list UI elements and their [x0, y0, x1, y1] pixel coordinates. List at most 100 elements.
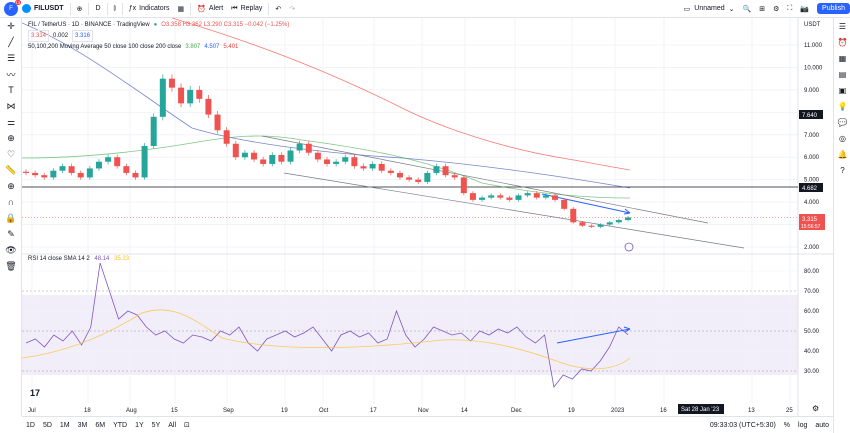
trash-icon[interactable]: 🗑 [5, 260, 17, 271]
trend-arrow-rsi[interactable] [556, 328, 631, 344]
chart-settings-gear-icon[interactable]: ⚙ [812, 404, 819, 413]
price-marker-line: 4.682 [802, 186, 818, 192]
clock-time[interactable]: 09:33:03 (UTC+5:30) [709, 421, 776, 429]
trend-line-icon[interactable]: ╱ [8, 36, 14, 47]
quick-search-icon[interactable]: ⊞ [759, 5, 766, 13]
candle-body [542, 195, 549, 198]
right-sidebar: ☰ ⏰ ▦ ▤ ▣ 💡 💬 ◎ 🔔 ? [833, 18, 850, 433]
range-button[interactable]: 5D [42, 421, 52, 429]
fullscreen-icon[interactable]: ⛶ [787, 4, 793, 12]
candle-body [497, 195, 504, 198]
publish-button[interactable]: Publish [817, 3, 850, 14]
rsi-axis[interactable]: 80.00 70.00 60.00 50.00 40.00 30.00 [804, 269, 820, 375]
candle-body [378, 163, 385, 171]
time-tick-label: 2023 [611, 408, 625, 414]
data-window-icon[interactable]: ▦ [838, 53, 847, 63]
help-icon[interactable]: ? [840, 165, 845, 175]
chat-icon[interactable]: 💬 [837, 117, 848, 127]
indicators-button[interactable]: ƒx Indicators [128, 5, 170, 12]
log-toggle[interactable]: log [798, 421, 808, 429]
spread-value: 0.002 [53, 33, 69, 39]
ask-price[interactable]: 3.316 [72, 30, 94, 42]
redo-icon[interactable]: ↷ [289, 5, 296, 13]
candle-body [552, 195, 559, 200]
watchlist-icon[interactable]: ☰ [838, 21, 847, 31]
time-tick-label: 14 [461, 408, 468, 414]
bid-price[interactable]: 3.314 [28, 30, 50, 42]
time-tick-label: Dec [511, 408, 522, 414]
auto-toggle[interactable]: auto [815, 421, 829, 429]
stay-drawing-icon[interactable]: ✎ [7, 228, 15, 239]
drawing-toolbar: ✛ ╱ ☰ 〰 T ⋈ ⚌ ⊕ ♡ 📏 ⊕ ∩ 🔒 ✎ 👁 🗑 [0, 18, 22, 416]
favorite-icon[interactable]: ♡ [6, 148, 16, 159]
ma100-value: 4.507 [204, 44, 220, 50]
candle-type-icon[interactable]: ⫾ [113, 4, 116, 12]
rsi-indicator-label[interactable]: RSI 14 close SMA 14 2 [28, 256, 90, 262]
fib-retracement-icon[interactable]: ☰ [6, 52, 16, 63]
candle-body [369, 163, 376, 169]
templates-icon[interactable]: ▦ [177, 5, 185, 13]
replay-button[interactable]: ⏮ Replay [231, 4, 263, 13]
range-button[interactable]: 3M [77, 421, 88, 429]
search-icon[interactable]: 🔍 [742, 5, 752, 13]
candle-body [524, 193, 531, 196]
chart-canvas[interactable]: 11.00010.0009.0008.0007.0006.0005.0004.0… [22, 18, 833, 416]
camera-icon[interactable]: 📷 [800, 5, 810, 13]
ma50-line [22, 135, 631, 199]
currency-label[interactable]: USDT [804, 22, 821, 28]
prediction-icon[interactable]: ⚌ [6, 116, 16, 127]
symbol-title[interactable]: FIL / TetherUS · 1D · BINANCE · TradingV… [28, 22, 150, 28]
date-range-icon[interactable]: ⊡ [184, 422, 190, 429]
range-button[interactable]: 1Y [135, 421, 144, 429]
range-button[interactable]: 6M [95, 421, 106, 429]
range-button[interactable]: YTD [113, 421, 128, 429]
channel-lower-line[interactable] [283, 172, 745, 249]
ruler-icon[interactable]: 📏 [5, 164, 17, 175]
shapes-icon[interactable]: ⊕ [7, 132, 15, 143]
user-avatar[interactable]: F 13 [4, 0, 21, 16]
crosshair-icon[interactable]: ✛ [7, 20, 15, 31]
range-button[interactable]: 1D [26, 421, 35, 429]
interval-button[interactable]: D [95, 5, 101, 12]
rsi-sma-line [22, 309, 631, 370]
alerts-clock-icon[interactable]: ⏰ [837, 37, 848, 47]
rsi-tick-label: 40.00 [804, 349, 820, 355]
candle-body [95, 161, 102, 169]
settings-gear-icon[interactable]: ⚙ [773, 5, 780, 13]
undo-icon[interactable]: ↶ [275, 5, 282, 13]
event-marker-icon[interactable] [624, 242, 634, 252]
channel-upper-line[interactable] [261, 135, 709, 224]
zoom-in-icon[interactable]: ⊕ [7, 180, 15, 191]
candle-body [232, 143, 239, 158]
brush-icon[interactable]: 〰 [6, 69, 16, 80]
symbol-search-button[interactable]: FILUSDT [18, 0, 68, 18]
calendar-icon[interactable]: ▣ [838, 85, 847, 95]
layout-button[interactable]: ▭ Unnamed ⌄ [683, 5, 735, 13]
candle-body [59, 166, 66, 171]
ideas-bulb-icon[interactable]: 💡 [837, 101, 848, 111]
candle-body [342, 157, 349, 162]
ma-indicator-label[interactable]: 50,100,200 Moving Average 50 close 100 c… [28, 44, 182, 50]
range-button[interactable]: 1M [59, 421, 70, 429]
pattern-icon[interactable]: ⋈ [6, 100, 16, 111]
text-icon[interactable]: T [8, 85, 14, 95]
hide-drawings-icon[interactable]: 👁 [5, 244, 17, 255]
range-button[interactable]: All [168, 421, 177, 429]
notifications-bell-icon[interactable]: 🔔 [837, 149, 848, 159]
streams-icon[interactable]: ◎ [839, 133, 846, 143]
lock-drawings-icon[interactable]: 🔒 [5, 212, 17, 223]
rsi-sma-value: 35.33 [114, 256, 130, 262]
time-axis[interactable]: Jul 18 Aug 15 Sep 19 Oct 17 Nov 14 Dec 19 2023 16 13 25 [28, 408, 793, 414]
news-icon[interactable]: ▤ [838, 69, 847, 79]
range-button[interactable]: 5Y [151, 421, 161, 429]
alert-button[interactable]: ⏰ Alert [197, 5, 224, 13]
add-symbol-icon[interactable]: ⊕ [76, 5, 83, 13]
crosshair-date-label: Sat 28 Jan '23 [681, 407, 720, 413]
candle-body [86, 168, 93, 178]
chart-legend: FIL / TetherUS · 1D · BINANCE · TradingV… [28, 20, 289, 52]
magnet-icon[interactable]: ∩ [7, 197, 15, 207]
candle-body [406, 177, 413, 180]
market-status-dot: ● [153, 22, 158, 28]
indicators-icon: ƒx [128, 5, 137, 12]
percent-toggle[interactable]: % [783, 421, 791, 429]
